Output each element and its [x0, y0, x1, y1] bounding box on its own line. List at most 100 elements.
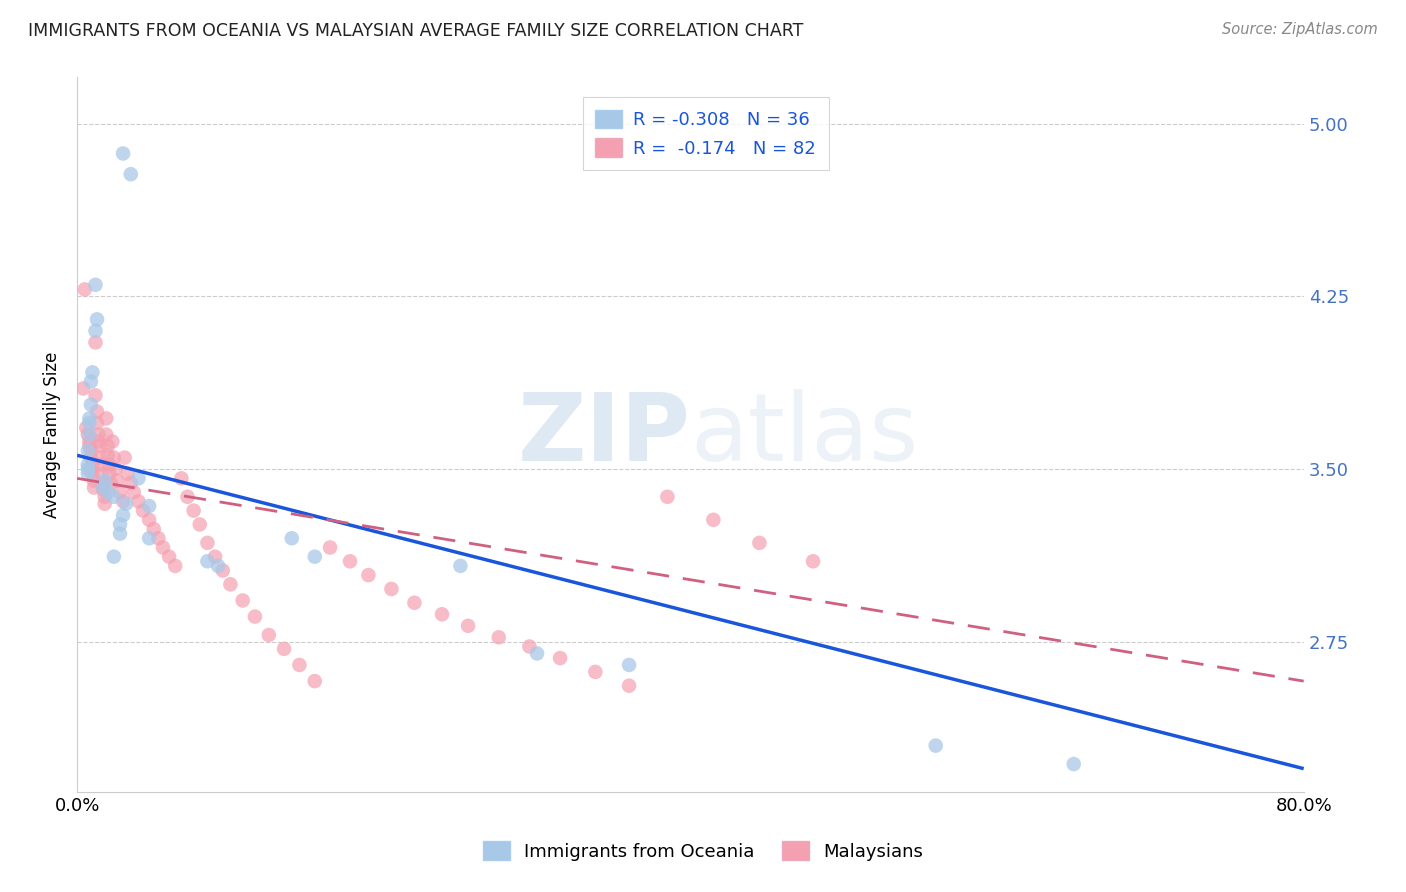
Point [127, 494, 149, 508]
Point [657, 490, 679, 504]
Point [83, 481, 105, 495]
Point [82, 467, 104, 481]
Point [97, 439, 120, 453]
Point [617, 657, 640, 672]
Point [91, 475, 114, 490]
Text: ZIP: ZIP [517, 389, 690, 481]
Point [207, 558, 229, 573]
Point [273, 641, 295, 656]
Point [702, 513, 724, 527]
Point [79, 416, 101, 430]
Point [188, 517, 211, 532]
Point [319, 541, 342, 555]
Point [79, 427, 101, 442]
Point [86, 312, 108, 326]
Point [925, 739, 948, 753]
Point [84, 335, 107, 350]
Point [197, 536, 219, 550]
Point [112, 494, 135, 508]
Point [114, 450, 136, 465]
Point [82, 462, 104, 476]
Point [583, 665, 606, 679]
Point [204, 549, 226, 564]
Point [304, 674, 326, 689]
Point [138, 513, 160, 527]
Point [104, 462, 127, 476]
Point [197, 554, 219, 568]
Point [100, 475, 122, 490]
Point [526, 647, 548, 661]
Point [142, 522, 165, 536]
Point [79, 439, 101, 453]
Point [83, 474, 105, 488]
Legend: R = -0.308   N = 36, R =  -0.174   N = 82: R = -0.308 N = 36, R = -0.174 N = 82 [582, 97, 828, 170]
Point [93, 490, 115, 504]
Point [72, 382, 94, 396]
Point [219, 577, 242, 591]
Point [488, 630, 510, 644]
Point [82, 458, 104, 472]
Point [380, 582, 402, 596]
Point [97, 448, 120, 462]
Point [80, 398, 103, 412]
Point [76, 443, 98, 458]
Point [86, 404, 108, 418]
Point [76, 458, 98, 472]
Point [617, 679, 640, 693]
Point [112, 146, 135, 161]
Point [84, 324, 107, 338]
Point [115, 497, 138, 511]
Point [105, 474, 128, 488]
Text: atlas: atlas [690, 389, 918, 481]
Point [91, 481, 114, 495]
Point [97, 485, 120, 500]
Point [90, 467, 112, 481]
Point [86, 416, 108, 430]
Point [304, 549, 326, 564]
Point [748, 536, 770, 550]
Text: IMMIGRANTS FROM OCEANIA VS MALAYSIAN AVERAGE FAMILY SIZE CORRELATION CHART: IMMIGRANTS FROM OCEANIA VS MALAYSIAN AVE… [28, 22, 803, 40]
Point [75, 420, 97, 434]
Point [79, 411, 101, 425]
Point [76, 467, 98, 481]
Point [183, 503, 205, 517]
Point [93, 474, 115, 488]
Point [257, 628, 280, 642]
Point [108, 485, 131, 500]
Point [152, 541, 174, 555]
Point [430, 607, 453, 622]
Y-axis label: Average Family Size: Average Family Size [44, 351, 60, 517]
Point [339, 554, 361, 568]
Point [73, 282, 96, 296]
Point [457, 619, 479, 633]
Point [148, 531, 170, 545]
Point [93, 497, 115, 511]
Point [243, 609, 266, 624]
Point [108, 517, 131, 532]
Point [157, 549, 180, 564]
Point [548, 651, 571, 665]
Point [112, 508, 135, 523]
Point [84, 277, 107, 292]
Legend: Immigrants from Oceania, Malaysians: Immigrants from Oceania, Malaysians [474, 832, 932, 870]
Point [357, 568, 380, 582]
Point [98, 458, 121, 472]
Point [132, 503, 155, 517]
Text: Source: ZipAtlas.com: Source: ZipAtlas.com [1222, 22, 1378, 37]
Point [165, 558, 187, 573]
Point [120, 167, 142, 181]
Point [117, 467, 139, 481]
Point [404, 596, 426, 610]
Point [211, 564, 233, 578]
Point [138, 531, 160, 545]
Point [90, 458, 112, 472]
Point [138, 499, 160, 513]
Point [80, 443, 103, 458]
Point [103, 490, 125, 504]
Point [87, 434, 110, 449]
Point [79, 434, 101, 449]
Point [103, 450, 125, 465]
Point [281, 531, 304, 545]
Point [232, 593, 254, 607]
Point [98, 467, 121, 481]
